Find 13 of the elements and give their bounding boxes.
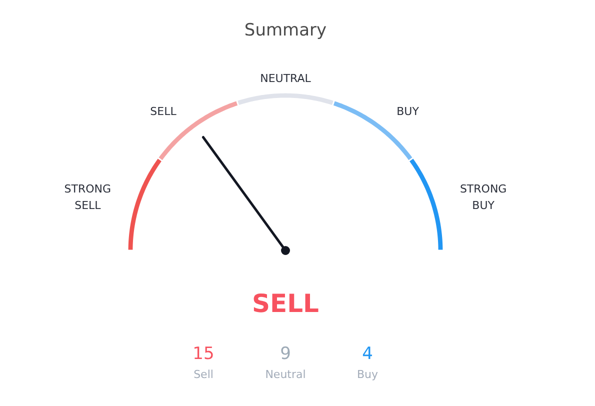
slice-label: BUY (396, 104, 420, 118)
chart-title: Summary (244, 20, 327, 40)
slice-label: NEUTRAL (260, 72, 312, 85)
data-label: 15 (192, 344, 214, 364)
slice-label: SELL (150, 104, 178, 118)
data-label: 4 (362, 344, 373, 364)
category-label: Neutral (265, 368, 306, 381)
category-label: Sell (194, 368, 214, 381)
data-label: 9 (280, 344, 291, 364)
category-label: Buy (356, 368, 379, 381)
slice-label: STRONG BUY (460, 182, 507, 212)
text: SELL (252, 289, 320, 318)
slice-label: STRONG SELL (64, 182, 112, 212)
